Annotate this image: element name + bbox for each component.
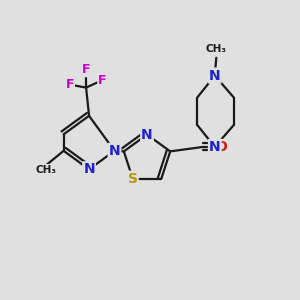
Text: N: N	[209, 140, 220, 154]
Text: N: N	[209, 69, 220, 82]
Text: F: F	[98, 74, 107, 87]
Text: N: N	[83, 162, 95, 176]
Text: O: O	[215, 140, 227, 154]
Text: F: F	[65, 78, 74, 91]
Text: N: N	[109, 144, 120, 158]
Text: F: F	[82, 63, 90, 76]
Text: N: N	[141, 128, 153, 142]
Text: CH₃: CH₃	[206, 44, 227, 54]
Text: CH₃: CH₃	[35, 165, 56, 175]
Text: S: S	[128, 172, 138, 186]
